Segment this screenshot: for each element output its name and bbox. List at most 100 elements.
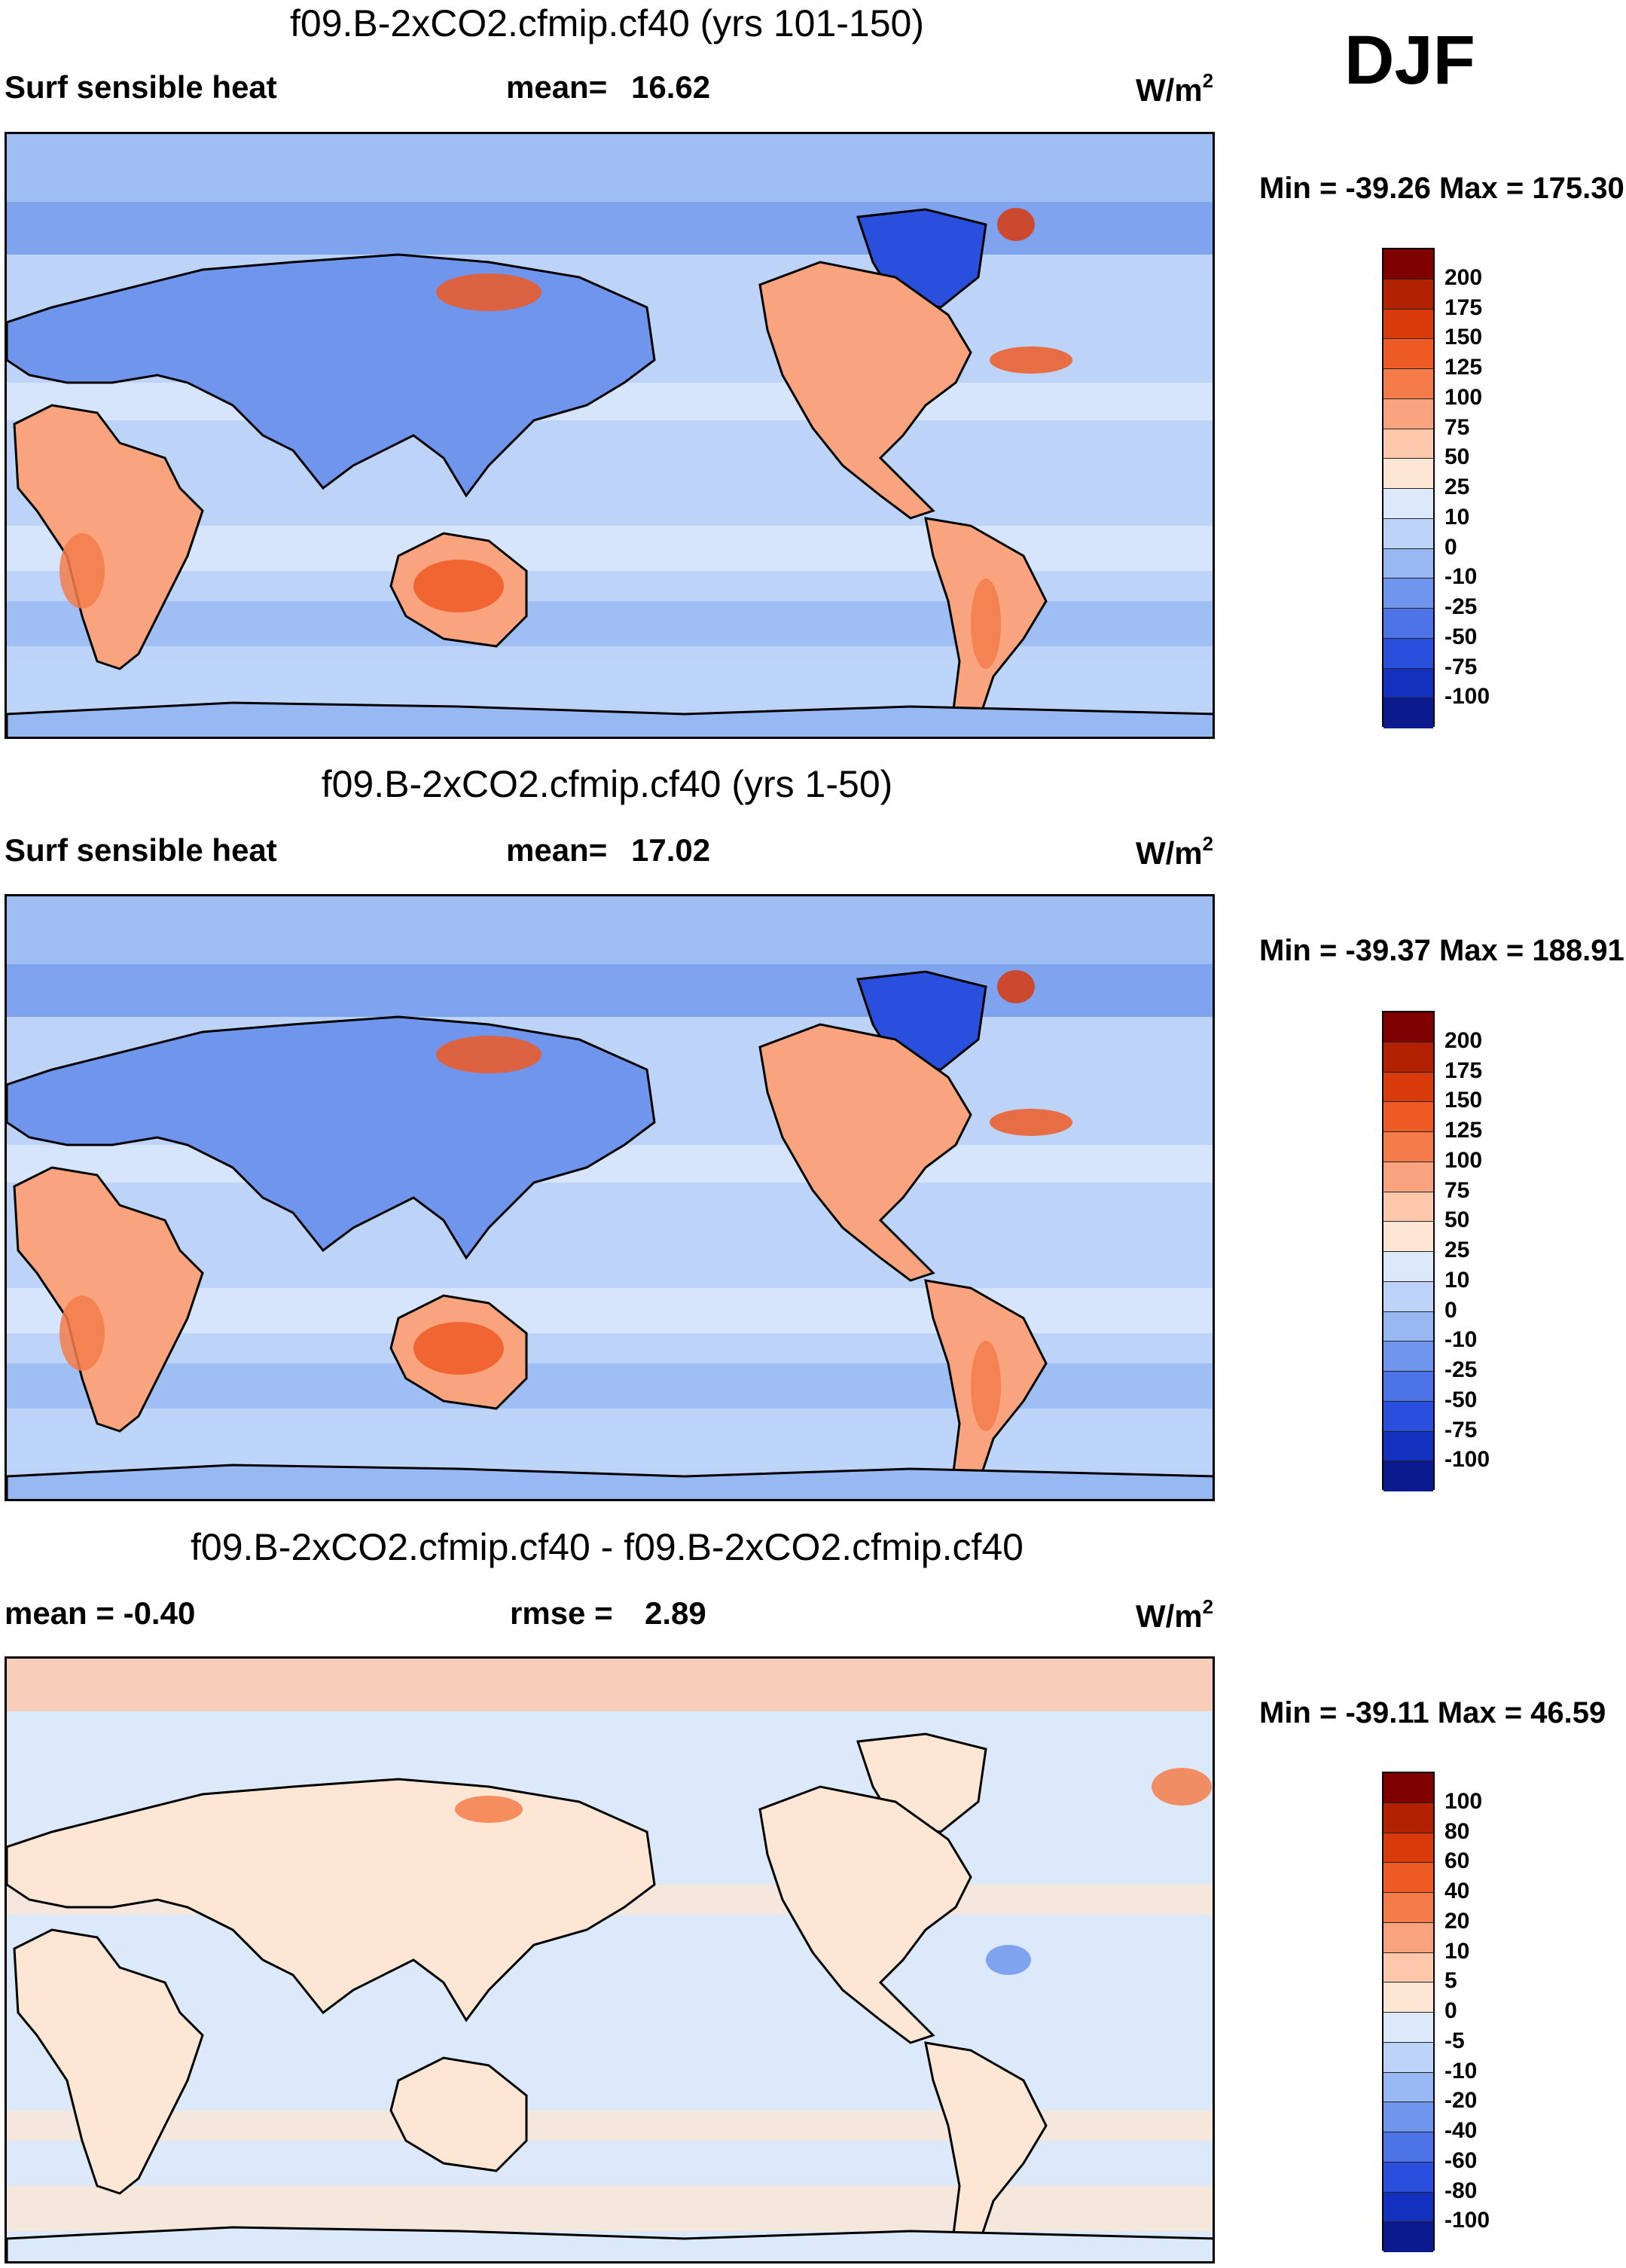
colorbar-tick-label: -100 xyxy=(1444,1447,1490,1473)
colorbar-swatch xyxy=(1383,548,1433,579)
panel2-units: W/m2 xyxy=(1136,832,1214,871)
colorbar-swatch xyxy=(1383,2013,1433,2043)
colorbar-tick-label: 5 xyxy=(1444,1968,1457,1994)
colorbar-tick-label: -50 xyxy=(1444,1387,1478,1412)
panel3-units: W/m2 xyxy=(1136,1595,1214,1634)
panel3-map xyxy=(5,1656,1215,2263)
colorbar-tick-label: 150 xyxy=(1444,1088,1483,1113)
colorbar-swatch xyxy=(1383,578,1433,609)
colorbar-tick-label: -80 xyxy=(1444,2178,1478,2203)
panel1-minmax: Min = -39.26 Max = 175.30 xyxy=(1259,172,1624,205)
panel2-minmax: Min = -39.37 Max = 188.91 xyxy=(1259,934,1624,967)
colorbar-swatch xyxy=(1383,1342,1433,1372)
colorbar-swatch xyxy=(1383,369,1433,399)
panel2-mean-value: 17.02 xyxy=(631,832,711,868)
colorbar-tick-label: 0 xyxy=(1444,1998,1457,2023)
colorbar-swatch xyxy=(1383,1222,1433,1252)
colorbar-swatch xyxy=(1383,1833,1433,1864)
colorbar-swatch xyxy=(1383,1431,1433,1462)
colorbar-swatch xyxy=(1383,1983,1433,2013)
colorbar-swatch xyxy=(1383,489,1433,519)
colorbar-tick-label: -10 xyxy=(1444,1327,1478,1353)
panel3-minmax: Min = -39.11 Max = 46.59 xyxy=(1259,1696,1606,1729)
panel3-colorbar xyxy=(1382,1772,1435,2252)
colorbar-tick-label: 150 xyxy=(1444,325,1483,350)
colorbar-tick-label: 200 xyxy=(1444,1027,1483,1053)
colorbar-swatch xyxy=(1383,1072,1433,1103)
panel3-mean-text: mean = -0.40 xyxy=(5,1595,196,1631)
colorbar-swatch xyxy=(1383,1893,1433,1923)
panel1-mean-value: 16.62 xyxy=(631,69,711,105)
colorbar-swatch xyxy=(1383,1461,1433,1491)
map-field xyxy=(7,896,1213,1499)
colorbar-swatch xyxy=(1383,1802,1433,1833)
colorbar-tick-label: -50 xyxy=(1444,624,1478,649)
colorbar-tick-label: 100 xyxy=(1444,384,1483,410)
colorbar-swatch xyxy=(1383,1372,1433,1402)
panel1-title: f09.B-2xCO2.cfmip.cf40 (yrs 101-150) xyxy=(290,2,924,44)
map-field xyxy=(7,1659,1213,2261)
colorbar-swatch xyxy=(1383,1773,1433,1803)
colorbar-tick-label: 75 xyxy=(1444,414,1470,440)
colorbar-tick-label: 100 xyxy=(1444,1788,1483,1814)
colorbar-swatch xyxy=(1383,1281,1433,1312)
colorbar-swatch xyxy=(1383,309,1433,340)
colorbar-tick-label: 50 xyxy=(1444,444,1470,470)
colorbar-tick-label: 10 xyxy=(1444,1938,1470,1964)
panel1-mean-label: mean= xyxy=(506,69,608,105)
colorbar-tick-label: 10 xyxy=(1444,1267,1470,1293)
colorbar-tick-label: -10 xyxy=(1444,2058,1478,2083)
colorbar-swatch xyxy=(1383,2162,1433,2193)
colorbar-tick-label: -75 xyxy=(1444,654,1478,679)
colorbar-tick-label: 25 xyxy=(1444,1238,1470,1262)
colorbar-tick-label: 40 xyxy=(1444,1879,1470,1903)
colorbar-tick-label: -25 xyxy=(1444,1357,1478,1382)
colorbar-tick-label: 50 xyxy=(1444,1207,1470,1233)
colorbar-swatch xyxy=(1383,698,1433,728)
colorbar-tick-label: 175 xyxy=(1444,1058,1483,1083)
colorbar-swatch xyxy=(1383,1042,1433,1073)
colorbar-swatch xyxy=(1383,429,1433,459)
panel2-title: f09.B-2xCO2.cfmip.cf40 (yrs 1-50) xyxy=(321,763,893,805)
colorbar-tick-label: -20 xyxy=(1444,2088,1478,2114)
panel1-units: W/m2 xyxy=(1136,69,1214,108)
colorbar-tick-label: 80 xyxy=(1444,1818,1470,1844)
colorbar-swatch xyxy=(1383,1252,1433,1282)
colorbar-swatch xyxy=(1383,2132,1433,2163)
colorbar-tick-label: -10 xyxy=(1444,564,1478,590)
colorbar-tick-label: 0 xyxy=(1444,534,1457,560)
colorbar-swatch xyxy=(1383,1863,1433,1893)
colorbar-tick-label: 175 xyxy=(1444,295,1483,320)
colorbar-swatch xyxy=(1383,249,1433,279)
panel3-rmse-label: rmse = xyxy=(510,1595,613,1631)
colorbar-swatch xyxy=(1383,279,1433,310)
colorbar-swatch xyxy=(1383,2102,1433,2132)
colorbar-swatch xyxy=(1383,1311,1433,1342)
colorbar-swatch xyxy=(1383,1102,1433,1132)
colorbar-tick-label: 125 xyxy=(1444,1118,1483,1143)
colorbar-tick-label: -60 xyxy=(1444,2147,1478,2173)
colorbar-swatch xyxy=(1383,1952,1433,1983)
colorbar-swatch xyxy=(1383,1161,1433,1192)
panel2-map xyxy=(5,894,1215,1501)
colorbar-tick-label: 100 xyxy=(1444,1147,1483,1173)
colorbar-tick-label: 25 xyxy=(1444,475,1470,499)
colorbar-swatch xyxy=(1383,2192,1433,2223)
colorbar-swatch xyxy=(1383,2072,1433,2103)
colorbar-swatch xyxy=(1383,398,1433,429)
colorbar-tick-label: -5 xyxy=(1444,2028,1465,2053)
map-field xyxy=(7,134,1213,737)
colorbar-swatch xyxy=(1383,2222,1433,2252)
colorbar-swatch xyxy=(1383,1012,1433,1042)
panel2-colorbar xyxy=(1382,1011,1435,1491)
panel1-field-label: Surf sensible heat xyxy=(5,69,277,105)
colorbar-swatch xyxy=(1383,668,1433,699)
panel1-map xyxy=(5,132,1215,739)
colorbar-tick-label: -25 xyxy=(1444,594,1478,619)
season-label: DJF xyxy=(1344,22,1475,99)
panel3-rmse-value: 2.89 xyxy=(645,1595,706,1631)
colorbar-tick-label: -75 xyxy=(1444,1417,1478,1442)
colorbar-tick-label: 60 xyxy=(1444,1848,1470,1874)
colorbar-tick-label: 75 xyxy=(1444,1177,1470,1203)
colorbar-swatch xyxy=(1383,638,1433,669)
